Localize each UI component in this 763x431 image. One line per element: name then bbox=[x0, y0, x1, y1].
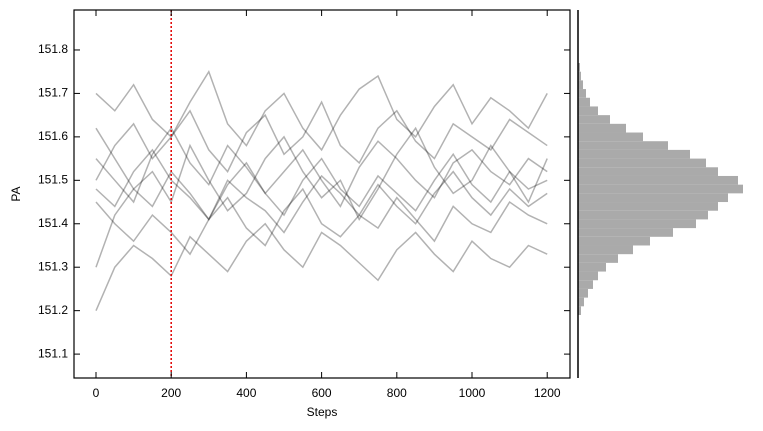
y-tick-label: 151.3 bbox=[38, 259, 68, 273]
histogram-bar bbox=[578, 106, 598, 116]
y-tick-label: 151.5 bbox=[38, 172, 68, 186]
x-axis-label: Steps bbox=[307, 405, 338, 419]
histogram-bar bbox=[578, 236, 650, 246]
histogram-bar bbox=[578, 228, 673, 237]
histogram-bar bbox=[578, 202, 718, 211]
y-tick-label: 151.4 bbox=[38, 216, 68, 230]
trace-line bbox=[95, 170, 548, 268]
histogram-bar bbox=[578, 262, 606, 272]
histogram-bar bbox=[578, 271, 598, 281]
histogram-bar bbox=[578, 193, 728, 203]
trace-line bbox=[95, 126, 548, 208]
histogram-bar bbox=[578, 71, 581, 81]
histogram-bar bbox=[578, 63, 580, 72]
x-tick-label: 800 bbox=[387, 386, 407, 400]
histogram-bar bbox=[578, 297, 584, 307]
histogram-bar bbox=[578, 149, 690, 159]
y-tick-label: 151.6 bbox=[38, 129, 68, 143]
histogram-bar bbox=[578, 210, 708, 220]
histogram-bar bbox=[578, 89, 586, 98]
histogram-bar bbox=[578, 184, 743, 194]
x-tick-label: 1000 bbox=[459, 386, 486, 400]
histogram-bar bbox=[578, 132, 643, 142]
histogram-bar bbox=[578, 158, 706, 168]
x-tick-label: 1200 bbox=[534, 386, 561, 400]
histogram-bar bbox=[578, 80, 583, 90]
trace-line bbox=[95, 69, 548, 152]
histogram-bar bbox=[578, 167, 718, 176]
histogram-bar bbox=[578, 219, 696, 229]
y-tick-label: 151.1 bbox=[38, 346, 68, 360]
y-axis-label: PA bbox=[9, 186, 23, 201]
histogram-bar bbox=[578, 123, 626, 133]
histogram-bar bbox=[578, 280, 593, 289]
y-tick-label: 151.2 bbox=[38, 303, 68, 317]
trace-line bbox=[95, 187, 548, 256]
histogram-bar bbox=[578, 97, 590, 107]
x-tick-label: 200 bbox=[161, 386, 181, 400]
y-tick-label: 151.8 bbox=[38, 42, 68, 56]
histogram-bar bbox=[578, 115, 610, 124]
histogram-bar bbox=[578, 288, 588, 298]
histogram-bar bbox=[578, 141, 668, 150]
trace-line bbox=[95, 148, 548, 221]
trace-line bbox=[95, 222, 548, 311]
y-tick-label: 151.7 bbox=[38, 86, 68, 100]
histogram-bar bbox=[578, 254, 618, 263]
histogram-bar bbox=[578, 245, 633, 255]
trace-line bbox=[95, 100, 548, 181]
histogram-bar bbox=[578, 175, 738, 185]
x-tick-label: 0 bbox=[93, 386, 100, 400]
histogram-bar bbox=[578, 306, 581, 316]
x-tick-label: 600 bbox=[312, 386, 332, 400]
x-tick-label: 400 bbox=[236, 386, 256, 400]
